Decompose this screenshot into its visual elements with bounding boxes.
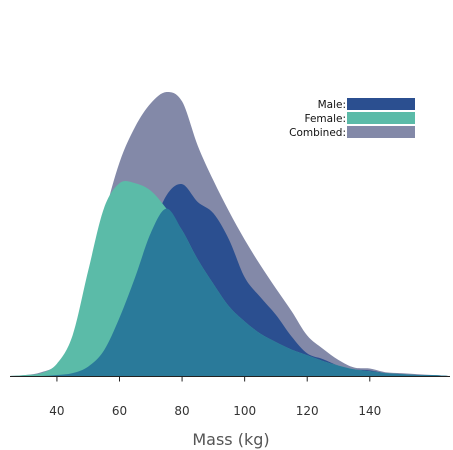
legend: Male: Female: Combined: <box>289 98 415 139</box>
legend-label: Male: <box>318 99 346 111</box>
area-overlap <box>10 208 448 376</box>
x-tick-label: 40 <box>49 404 64 418</box>
x-tick-label: 120 <box>296 404 319 418</box>
x-axis-title: Mass (kg) <box>192 430 269 449</box>
legend-swatch <box>347 112 415 124</box>
legend-swatch <box>347 126 415 138</box>
density-areas <box>10 91 448 377</box>
legend-label: Female: <box>304 113 346 125</box>
x-tick-label: 100 <box>233 404 256 418</box>
x-tick-label: 140 <box>358 404 381 418</box>
legend-label: Combined: <box>289 127 346 139</box>
x-axis-ticks: 40 60 80 100 120 140 <box>49 376 381 418</box>
x-tick-label: 60 <box>112 404 127 418</box>
legend-swatch <box>347 98 415 110</box>
x-tick-label: 80 <box>174 404 189 418</box>
